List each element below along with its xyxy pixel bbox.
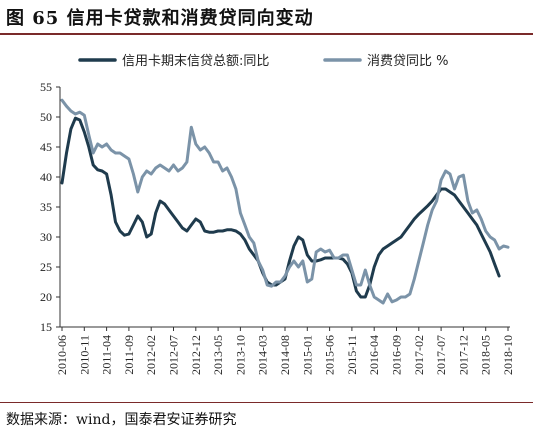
legend-label-2: 消费贷同比 % (367, 54, 449, 69)
x-tick-label: 2012-02 (144, 335, 158, 375)
y-tick-label: 15 (40, 320, 52, 334)
legend: 信用卡期末信贷总额:同比 消费贷同比 % (78, 54, 449, 69)
x-tick-label: 2014-08 (278, 335, 292, 375)
y-tick-label: 30 (40, 230, 52, 244)
y-tick-label: 55 (40, 80, 52, 94)
x-tick-label: 2017-02 (412, 335, 426, 375)
y-tick-label: 50 (40, 110, 52, 124)
x-tick-label: 2011-04 (100, 335, 114, 375)
x-tick-label: 2016-04 (367, 335, 381, 375)
legend-label-1: 信用卡期末信贷总额:同比 (122, 54, 269, 69)
y-tick-label: 40 (40, 170, 52, 184)
y-tick-label: 45 (40, 140, 52, 154)
title-rule (0, 33, 533, 35)
x-tick-label: 2015-11 (345, 335, 359, 375)
x-tick-label: 2018-10 (501, 335, 515, 375)
x-tick-label: 2010-11 (77, 335, 91, 375)
x-tick-label: 2015-01 (300, 335, 314, 375)
series-line-2 (60, 98, 510, 305)
y-tick-label: 25 (40, 260, 52, 274)
source-note: 数据来源：wind，国泰君安证券研究 (6, 412, 237, 428)
series-lines (60, 98, 510, 305)
x-tick-label: 2017-12 (456, 335, 470, 375)
x-tick-label: 2017-07 (434, 335, 448, 375)
x-tick-label: 2016-09 (390, 335, 404, 375)
x-tick-label: 2014-03 (256, 335, 270, 375)
x-tick-label: 2012-07 (167, 335, 181, 375)
line-chart: 15 20 25 30 35 40 45 50 55 2010-06 2010-11 2011-04… (40, 54, 515, 375)
y-tick-label: 20 (40, 290, 52, 304)
x-tick-label: 2011-09 (122, 335, 136, 375)
figure-title: 图 65 信用卡贷款和消费贷同向变动 (6, 8, 314, 29)
y-tick-label: 35 (40, 200, 52, 214)
x-tick-label: 2018-05 (479, 335, 493, 375)
x-tick-label: 2012-12 (189, 335, 203, 375)
footer-rule (0, 402, 533, 403)
chart-axes (59, 87, 510, 328)
y-axis-ticks: 15 20 25 30 35 40 45 50 55 (40, 80, 60, 334)
x-tick-label: 2013-05 (211, 335, 225, 375)
x-tick-label: 2013-10 (233, 335, 247, 375)
x-tick-label: 2015-06 (323, 335, 337, 375)
x-axis-ticks: 2010-06 2010-11 2011-04 2011-09 2012-02 2012-… (55, 327, 515, 375)
x-tick-label: 2010-06 (55, 335, 69, 375)
